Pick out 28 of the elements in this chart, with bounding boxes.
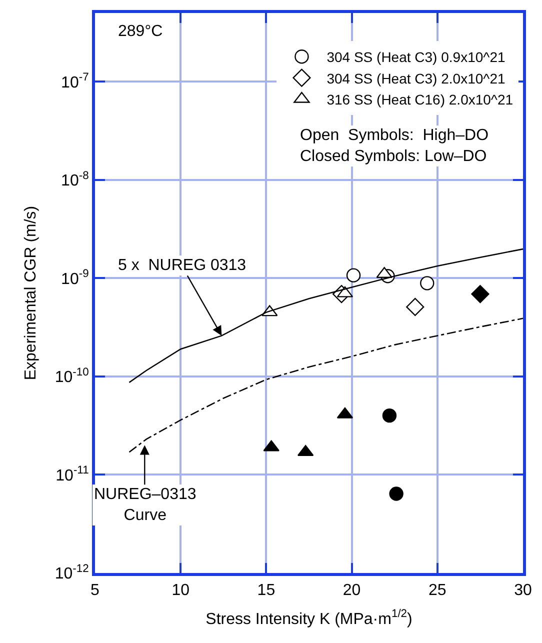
legend-label: 316 SS (Heat C16) 2.0x10^21	[326, 91, 514, 108]
x-tick-label: 30	[514, 582, 532, 600]
y-tick-label: 10$^{-9}$	[61, 268, 89, 288]
x-tick-label: 5	[90, 582, 100, 600]
point	[406, 298, 424, 316]
y-axis-title: Experimental CGR (m/s)	[22, 206, 40, 380]
line-series	[128, 318, 523, 453]
x-tick-label: 15	[257, 582, 276, 600]
x-axis-title: Stress Intensity K (MPa·m$^{1/2}$)	[206, 608, 412, 628]
y-tick-label: 10$^{-11}$	[56, 464, 89, 484]
y-tick-label: 10$^{-8}$	[61, 170, 89, 190]
x-tick-label: 10	[172, 582, 190, 600]
annotation: 289°C	[118, 23, 163, 40]
point	[471, 285, 490, 304]
y-tick-label: 10$^{-12}$	[54, 562, 89, 583]
point	[346, 268, 361, 282]
legend-label: 304 SS (Heat C3) 0.9x10^21	[326, 49, 506, 66]
annotation: NUREG–0313 Curve	[94, 486, 196, 524]
point	[420, 276, 434, 290]
x-tick-label: 25	[428, 582, 446, 600]
y-tick-label: 10$^{-7}$	[61, 72, 89, 92]
legend-label: 304 SS (Heat C3) 2.0x10^21	[326, 70, 506, 86]
line-series	[128, 248, 523, 384]
y-tick-label: 10$^{-10}$	[54, 366, 89, 386]
point	[382, 408, 397, 423]
x-tick-label: 20	[342, 582, 361, 600]
annotation: 5 x NUREG 0313	[118, 257, 246, 274]
annotation: Open Symbols: High–DO Closed Symbols: Low–DO	[300, 127, 489, 165]
